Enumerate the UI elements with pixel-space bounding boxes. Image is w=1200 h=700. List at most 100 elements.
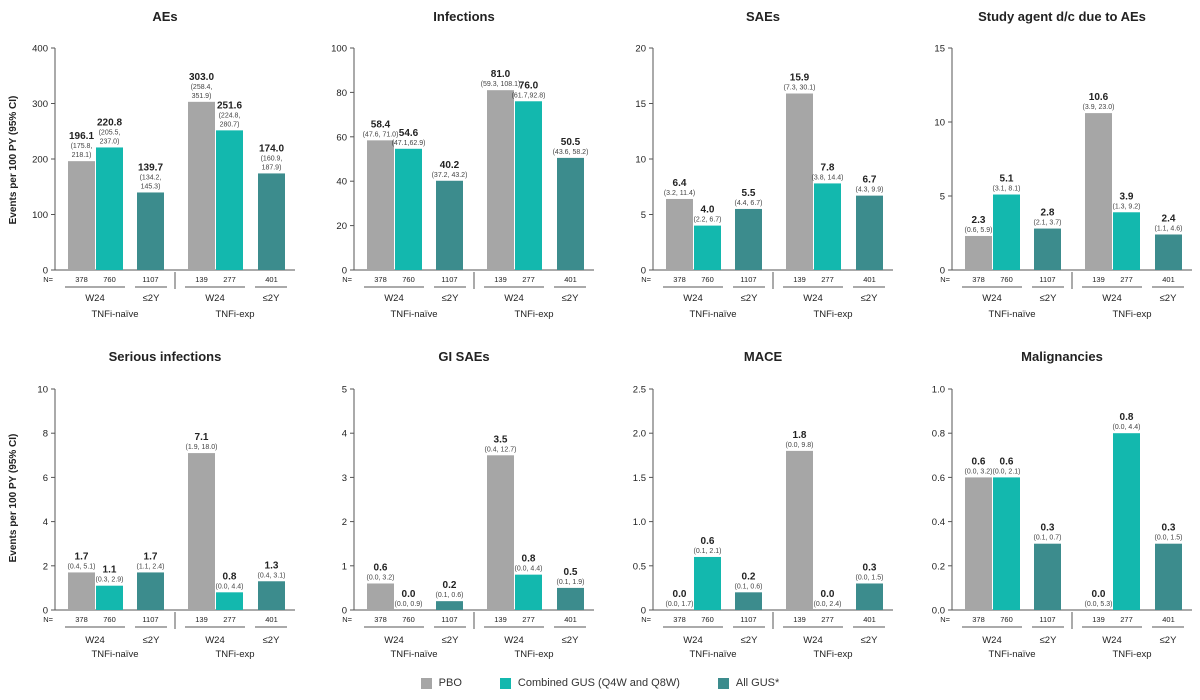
bar-value-label: 196.1 [69,131,94,142]
n-value-label: 401 [863,275,876,284]
n-value-label: 139 [793,615,806,624]
n-value-label: 760 [103,615,116,624]
bar-ci-label: 280.7) [220,121,240,128]
bar-ci-label: (0.0, 2.4) [813,601,841,608]
bar-ci-label: 237.0) [100,138,120,145]
bar-value-label: 54.6 [399,128,419,139]
bar-value-label: 0.8 [1120,412,1134,423]
bar [1085,113,1112,271]
bar [487,90,514,271]
bar [1113,433,1140,610]
y-tick-label: 2 [342,517,347,528]
y-tick-label: 0.5 [633,561,646,572]
bar-value-label: 0.0 [1092,589,1106,600]
y-tick-label: 0 [342,606,347,617]
chart-title: Infections [433,9,494,24]
bar [68,161,95,270]
bar-value-label: 1.7 [75,551,89,562]
bar-value-label: 0.3 [863,562,877,573]
y-tick-label: 1.0 [932,385,945,396]
bar-value-label: 0.6 [972,456,986,467]
bar-ci-label: (205.5, [99,129,121,136]
bar [694,225,721,270]
n-value-label: 760 [701,275,714,284]
group-label: TNFi-naïve [690,309,737,320]
chart-title: MACE [744,349,783,364]
n-value-label: 1107 [740,615,756,624]
bar-ci-label: (0.0, 4.4) [1112,424,1140,431]
n-value-label: 760 [1000,615,1013,624]
bar [367,583,394,610]
bar-ci-label: (1.3, 9.2) [1112,203,1140,210]
n-value-label: 139 [494,275,507,284]
y-tick-label: 4 [43,517,48,528]
y-tick-label: 10 [635,155,646,166]
y-tick-label: 0.8 [932,429,945,440]
bar [1155,234,1182,270]
bar [96,147,123,270]
n-value-label: 1107 [740,275,756,284]
bar [1155,543,1182,610]
bar-ci-label: (0.4, 12.7) [485,446,517,453]
n-value-label: 277 [223,615,236,624]
bar [436,601,463,610]
y-tick-label: 1.5 [633,473,646,484]
bar [965,235,992,270]
n-value-label: 1107 [142,275,158,284]
y-tick-label: 15 [635,99,646,110]
y-tick-label: 200 [32,155,48,166]
bar-value-label: 2.4 [1162,213,1176,224]
bar [258,173,285,270]
y-tick-label: 1 [342,561,347,572]
bar-ci-label: (0.0, 3.2) [964,468,992,475]
bar-ci-label: (134.2, [140,174,162,181]
bar-ci-label: (0.0, 2.1) [992,468,1020,475]
chart-title: SAEs [746,9,780,24]
bar-ci-label: (0.0, 1.7) [665,601,693,608]
group-label: TNFi-naïve [690,649,737,660]
bar-value-label: 10.6 [1089,92,1109,103]
n-value-label: 378 [75,275,88,284]
group-label: TNFi-exp [514,309,553,320]
y-tick-label: 4 [342,429,347,440]
n-value-label: 760 [402,275,415,284]
timepoint-label: W24 [205,635,225,646]
y-tick-label: 100 [32,210,48,221]
n-value-label: 760 [1000,275,1013,284]
timepoint-label: ≤2Y [263,635,280,646]
y-tick-label: 40 [336,177,347,188]
bar-ci-label: 351.9) [192,93,212,100]
group-label: TNFi-exp [215,309,254,320]
bar-value-label: 5.5 [742,188,756,199]
timepoint-label: W24 [504,635,524,646]
bar-ci-label: (3.8, 14.4) [812,174,844,181]
y-tick-label: 2.0 [633,429,646,440]
n-value-label: 1107 [142,615,158,624]
bar-value-label: 3.9 [1120,191,1134,202]
y-tick-label: 10 [37,385,48,396]
bar-ci-label: (0.4, 3.1) [257,572,285,579]
timepoint-label: W24 [683,293,703,304]
bar-value-label: 6.7 [863,175,877,186]
group-label: TNFi-naïve [92,309,139,320]
y-tick-label: 0.6 [932,473,945,484]
timepoint-label: W24 [982,635,1002,646]
bar [1113,212,1140,270]
n-value-label: 139 [1092,615,1105,624]
bar [216,130,243,270]
timepoint-label: ≤2Y [562,635,579,646]
bar-ci-label: (0.1, 1.9) [556,579,584,586]
bar-ci-label: (0.0, 0.9) [394,601,422,608]
n-value-label: 378 [75,615,88,624]
bar-value-label: 7.1 [195,432,209,443]
n-value-label: 401 [1162,615,1175,624]
y-tick-label: 8 [43,429,48,440]
n-value-label: 139 [195,615,208,624]
timepoint-label: W24 [85,293,105,304]
bar-value-label: 0.8 [522,554,536,565]
group-label: TNFi-exp [813,649,852,660]
y-tick-label: 100 [331,44,347,55]
bar [993,477,1020,610]
bar-ci-label: (4.4, 6.7) [734,200,762,207]
chart-title: Serious infections [109,349,222,364]
